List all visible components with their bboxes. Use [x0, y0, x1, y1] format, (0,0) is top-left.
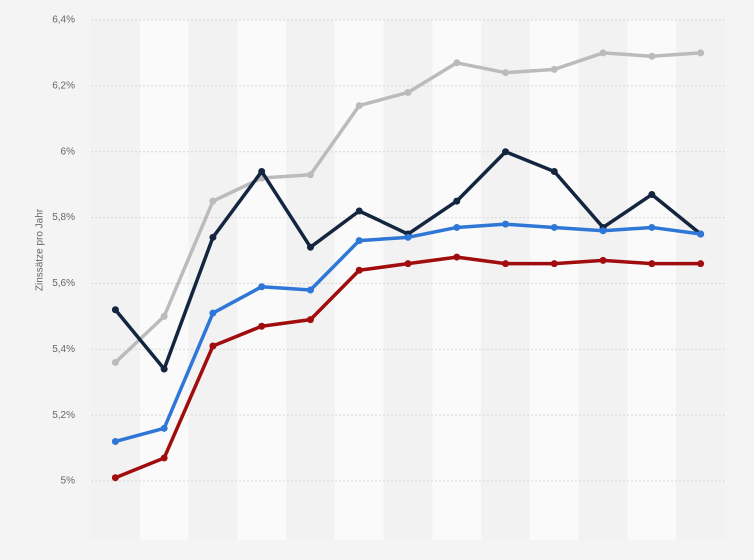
y-tick-label: 6%: [61, 146, 76, 157]
marker: [355, 102, 363, 110]
marker: [502, 148, 510, 156]
y-axis-label: Zinssätze pro Jahr: [35, 208, 46, 291]
marker: [306, 286, 314, 294]
marker: [550, 167, 558, 175]
marker: [453, 223, 461, 231]
marker: [697, 230, 705, 238]
marker: [599, 227, 607, 235]
marker: [355, 207, 363, 215]
marker: [502, 260, 510, 268]
y-tick-label: 5,8%: [52, 212, 75, 223]
y-tick-label: 5,6%: [52, 278, 75, 289]
marker: [306, 171, 314, 179]
marker: [404, 233, 412, 241]
marker: [258, 283, 266, 291]
marker: [258, 322, 266, 330]
y-tick-label: 5%: [61, 476, 76, 487]
marker: [160, 312, 168, 320]
column-band: [432, 20, 482, 540]
marker: [160, 424, 168, 432]
y-tick-label: 6,2%: [52, 80, 75, 91]
marker: [648, 52, 656, 60]
y-tick-label: 6,4%: [52, 15, 75, 26]
marker: [404, 260, 412, 268]
marker: [111, 474, 119, 482]
marker: [648, 223, 656, 231]
marker: [160, 365, 168, 373]
marker: [160, 454, 168, 462]
marker: [258, 167, 266, 175]
column-band: [237, 20, 287, 540]
column-band: [676, 20, 725, 540]
marker: [209, 309, 217, 317]
marker: [550, 260, 558, 268]
marker: [697, 260, 705, 268]
column-band: [481, 20, 530, 540]
marker: [502, 220, 510, 228]
column-band: [627, 20, 677, 540]
marker: [111, 358, 119, 366]
column-band: [91, 20, 140, 540]
column-band: [383, 20, 433, 540]
marker: [404, 88, 412, 96]
marker: [209, 197, 217, 205]
y-tick-label: 5,2%: [52, 410, 75, 421]
marker: [111, 306, 119, 314]
y-tick-label: 5,4%: [52, 344, 75, 355]
marker: [453, 197, 461, 205]
marker: [355, 237, 363, 245]
marker: [648, 260, 656, 268]
marker: [648, 191, 656, 199]
marker: [599, 256, 607, 264]
marker: [453, 253, 461, 261]
marker: [550, 65, 558, 73]
column-band: [578, 20, 628, 540]
marker: [599, 49, 607, 57]
marker: [306, 243, 314, 251]
column-band: [286, 20, 335, 540]
marker: [355, 266, 363, 274]
column-band: [334, 20, 384, 540]
marker: [111, 437, 119, 445]
marker: [209, 233, 217, 241]
marker: [502, 69, 510, 77]
marker: [306, 316, 314, 324]
marker: [453, 59, 461, 67]
marker: [550, 223, 558, 231]
column-band: [529, 20, 579, 540]
marker: [697, 49, 705, 57]
marker: [209, 342, 217, 350]
